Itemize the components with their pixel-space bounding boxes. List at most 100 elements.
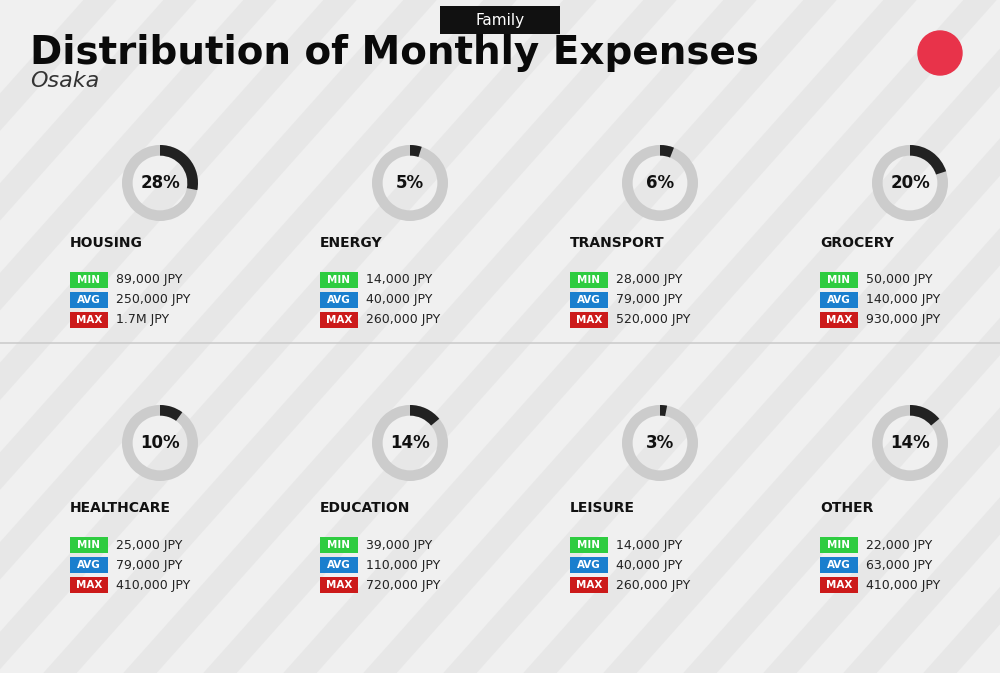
FancyBboxPatch shape xyxy=(570,312,608,328)
Text: MAX: MAX xyxy=(826,580,852,590)
Text: 89,000 JPY: 89,000 JPY xyxy=(116,273,182,287)
Text: MAX: MAX xyxy=(576,315,602,325)
FancyBboxPatch shape xyxy=(570,272,608,288)
FancyBboxPatch shape xyxy=(320,577,358,593)
Wedge shape xyxy=(910,145,946,174)
Wedge shape xyxy=(372,405,448,481)
Wedge shape xyxy=(410,145,422,157)
Text: MIN: MIN xyxy=(578,275,600,285)
FancyBboxPatch shape xyxy=(70,557,108,573)
Text: MAX: MAX xyxy=(576,580,602,590)
Text: MIN: MIN xyxy=(78,275,100,285)
FancyBboxPatch shape xyxy=(320,292,358,308)
Text: AVG: AVG xyxy=(577,295,601,305)
Text: 10%: 10% xyxy=(140,434,180,452)
FancyBboxPatch shape xyxy=(820,292,858,308)
Text: 260,000 JPY: 260,000 JPY xyxy=(366,314,440,326)
Text: AVG: AVG xyxy=(577,560,601,570)
Text: 79,000 JPY: 79,000 JPY xyxy=(116,559,182,571)
Text: MIN: MIN xyxy=(578,540,600,550)
FancyBboxPatch shape xyxy=(320,557,358,573)
Text: AVG: AVG xyxy=(77,560,101,570)
FancyBboxPatch shape xyxy=(70,537,108,553)
Text: MIN: MIN xyxy=(78,540,100,550)
Text: 410,000 JPY: 410,000 JPY xyxy=(866,579,940,592)
Wedge shape xyxy=(910,405,939,425)
Text: 28,000 JPY: 28,000 JPY xyxy=(616,273,682,287)
FancyBboxPatch shape xyxy=(70,577,108,593)
Text: Osaka: Osaka xyxy=(30,71,99,91)
Wedge shape xyxy=(872,145,948,221)
Text: 260,000 JPY: 260,000 JPY xyxy=(616,579,690,592)
Text: 39,000 JPY: 39,000 JPY xyxy=(366,538,432,551)
Wedge shape xyxy=(122,145,198,221)
Text: 14%: 14% xyxy=(390,434,430,452)
Text: HEALTHCARE: HEALTHCARE xyxy=(70,501,171,515)
Text: Family: Family xyxy=(475,13,525,28)
FancyBboxPatch shape xyxy=(320,272,358,288)
Wedge shape xyxy=(160,145,198,190)
Text: MAX: MAX xyxy=(76,580,102,590)
Text: 40,000 JPY: 40,000 JPY xyxy=(616,559,682,571)
Text: OTHER: OTHER xyxy=(820,501,873,515)
FancyBboxPatch shape xyxy=(70,292,108,308)
FancyBboxPatch shape xyxy=(820,537,858,553)
Text: AVG: AVG xyxy=(77,295,101,305)
Text: 6%: 6% xyxy=(646,174,674,192)
Text: 140,000 JPY: 140,000 JPY xyxy=(866,293,940,306)
Text: 930,000 JPY: 930,000 JPY xyxy=(866,314,940,326)
Text: 50,000 JPY: 50,000 JPY xyxy=(866,273,932,287)
FancyBboxPatch shape xyxy=(820,557,858,573)
Text: TRANSPORT: TRANSPORT xyxy=(570,236,665,250)
Text: 79,000 JPY: 79,000 JPY xyxy=(616,293,682,306)
Text: MAX: MAX xyxy=(76,315,102,325)
Text: 250,000 JPY: 250,000 JPY xyxy=(116,293,190,306)
Text: AVG: AVG xyxy=(327,560,351,570)
FancyBboxPatch shape xyxy=(820,312,858,328)
FancyBboxPatch shape xyxy=(570,537,608,553)
Text: HOUSING: HOUSING xyxy=(70,236,143,250)
Text: Distribution of Monthly Expenses: Distribution of Monthly Expenses xyxy=(30,34,759,72)
Text: 14,000 JPY: 14,000 JPY xyxy=(366,273,432,287)
Text: 5%: 5% xyxy=(396,174,424,192)
FancyBboxPatch shape xyxy=(570,577,608,593)
Text: EDUCATION: EDUCATION xyxy=(320,501,410,515)
FancyBboxPatch shape xyxy=(820,272,858,288)
Text: MIN: MIN xyxy=(828,540,850,550)
Text: MAX: MAX xyxy=(326,315,352,325)
Text: LEISURE: LEISURE xyxy=(570,501,635,515)
Text: 720,000 JPY: 720,000 JPY xyxy=(366,579,440,592)
Wedge shape xyxy=(160,405,182,421)
Text: 14%: 14% xyxy=(890,434,930,452)
FancyBboxPatch shape xyxy=(70,312,108,328)
Text: 110,000 JPY: 110,000 JPY xyxy=(366,559,440,571)
Text: 63,000 JPY: 63,000 JPY xyxy=(866,559,932,571)
Text: MAX: MAX xyxy=(326,580,352,590)
Text: 520,000 JPY: 520,000 JPY xyxy=(616,314,690,326)
Wedge shape xyxy=(372,145,448,221)
FancyBboxPatch shape xyxy=(440,6,560,34)
Text: 3%: 3% xyxy=(646,434,674,452)
Wedge shape xyxy=(410,405,439,425)
Wedge shape xyxy=(660,145,674,157)
Text: 22,000 JPY: 22,000 JPY xyxy=(866,538,932,551)
Text: 40,000 JPY: 40,000 JPY xyxy=(366,293,432,306)
Wedge shape xyxy=(122,405,198,481)
Text: MIN: MIN xyxy=(328,275,351,285)
FancyBboxPatch shape xyxy=(570,292,608,308)
Text: AVG: AVG xyxy=(827,560,851,570)
Text: 410,000 JPY: 410,000 JPY xyxy=(116,579,190,592)
Wedge shape xyxy=(872,405,948,481)
FancyBboxPatch shape xyxy=(570,557,608,573)
Text: ENERGY: ENERGY xyxy=(320,236,383,250)
Text: 28%: 28% xyxy=(140,174,180,192)
Wedge shape xyxy=(660,405,667,416)
Text: MIN: MIN xyxy=(328,540,351,550)
Text: MAX: MAX xyxy=(826,315,852,325)
Text: GROCERY: GROCERY xyxy=(820,236,894,250)
FancyBboxPatch shape xyxy=(320,537,358,553)
Text: 14,000 JPY: 14,000 JPY xyxy=(616,538,682,551)
Wedge shape xyxy=(622,405,698,481)
Text: 20%: 20% xyxy=(890,174,930,192)
Text: AVG: AVG xyxy=(327,295,351,305)
